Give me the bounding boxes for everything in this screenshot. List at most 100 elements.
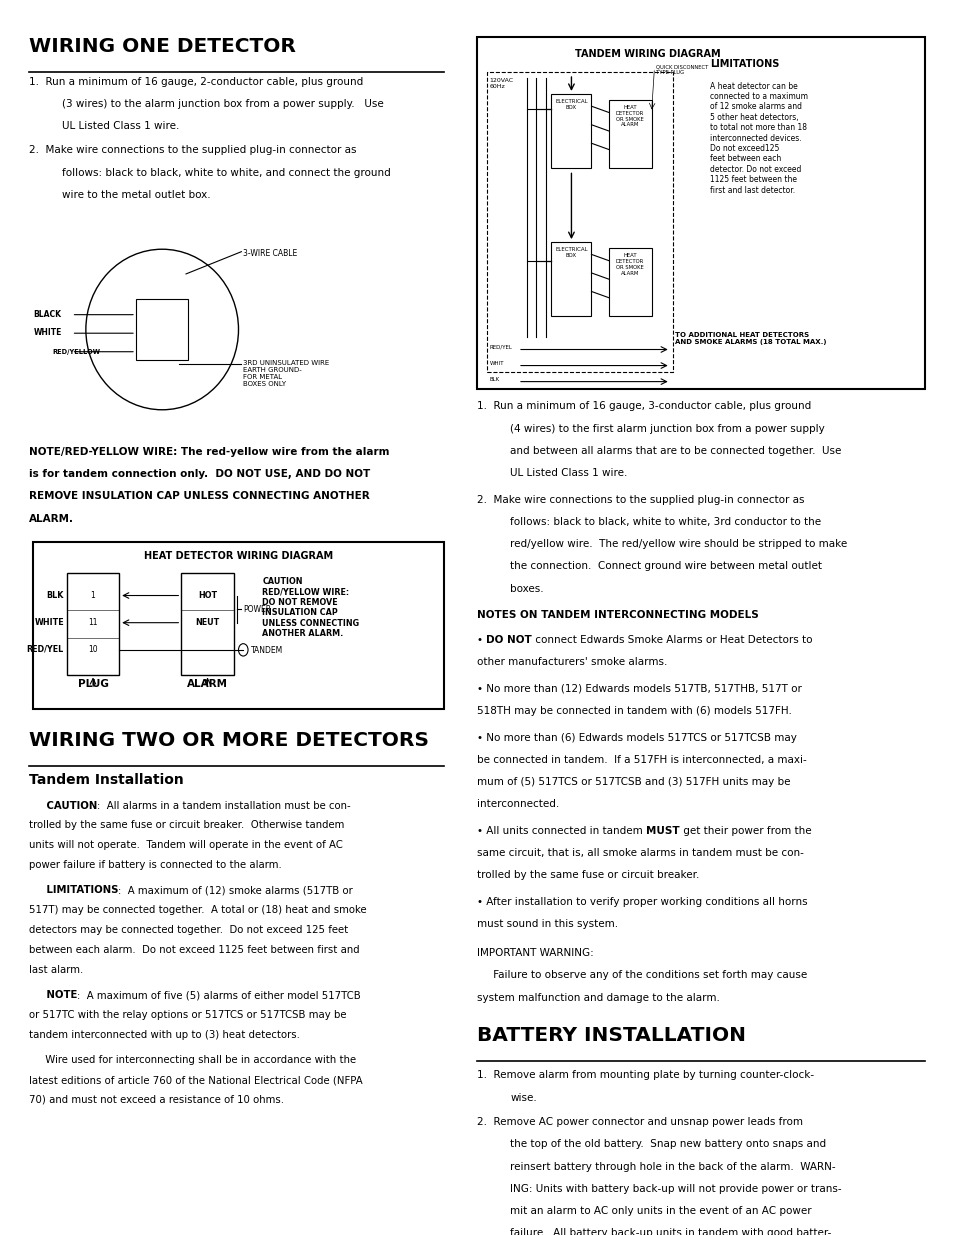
Text: BATTERY INSTALLATION: BATTERY INSTALLATION bbox=[476, 1026, 745, 1045]
Text: interconnected.: interconnected. bbox=[476, 799, 558, 809]
Text: be connected in tandem.  If a 517FH is interconnected, a maxi-: be connected in tandem. If a 517FH is in… bbox=[476, 755, 806, 764]
Text: NOTE: NOTE bbox=[29, 990, 77, 1000]
Text: UL Listed Class 1 wire.: UL Listed Class 1 wire. bbox=[62, 121, 179, 131]
Text: ALARM: ALARM bbox=[187, 679, 228, 689]
Text: REMOVE INSULATION CAP UNLESS CONNECTING ANOTHER: REMOVE INSULATION CAP UNLESS CONNECTING … bbox=[29, 492, 369, 501]
Text: HEAT
DETECTOR
OR SMOKE
ALARM: HEAT DETECTOR OR SMOKE ALARM bbox=[616, 253, 643, 275]
Text: 518TH may be connected in tandem with (6) models 517FH.: 518TH may be connected in tandem with (6… bbox=[476, 706, 791, 716]
Text: mit an alarm to AC only units in the event of an AC power: mit an alarm to AC only units in the eve… bbox=[510, 1207, 811, 1216]
Text: 1: 1 bbox=[91, 590, 95, 599]
Text: ELECTRICAL
BOX: ELECTRICAL BOX bbox=[555, 99, 587, 110]
Text: CAUTION
RED/YELLOW WIRE:
DO NOT REMOVE
INSULATION CAP
UNLESS CONNECTING
ANOTHER : CAUTION RED/YELLOW WIRE: DO NOT REMOVE I… bbox=[262, 577, 359, 638]
Text: LIMITATIONS: LIMITATIONS bbox=[29, 885, 118, 895]
Text: NEUT: NEUT bbox=[195, 618, 219, 626]
Text: units will not operate.  Tandem will operate in the event of AC: units will not operate. Tandem will oper… bbox=[29, 840, 342, 850]
Text: RED/YEL: RED/YEL bbox=[27, 645, 64, 653]
Text: other manufacturers' smoke alarms.: other manufacturers' smoke alarms. bbox=[476, 657, 667, 667]
Text: WHITE: WHITE bbox=[34, 618, 64, 626]
Text: TANDEM: TANDEM bbox=[251, 646, 283, 655]
Text: HOT: HOT bbox=[197, 590, 217, 599]
Text: system malfunction and damage to the alarm.: system malfunction and damage to the ala… bbox=[476, 993, 720, 1003]
Text: 2.  Make wire connections to the supplied plug-in connector as: 2. Make wire connections to the supplied… bbox=[29, 146, 355, 156]
Text: :  A maximum of five (5) alarms of either model 517TCB: : A maximum of five (5) alarms of either… bbox=[77, 990, 360, 1000]
Text: DO NOT: DO NOT bbox=[486, 635, 532, 645]
Text: ALARM.: ALARM. bbox=[29, 514, 73, 524]
Text: 2.  Remove AC power connector and unsnap power leads from: 2. Remove AC power connector and unsnap … bbox=[476, 1118, 802, 1128]
Text: TO ADDITIONAL HEAT DETECTORS
AND SMOKE ALARMS (18 TOTAL MAX.): TO ADDITIONAL HEAT DETECTORS AND SMOKE A… bbox=[675, 332, 826, 346]
Text: and between all alarms that are to be connected together.  Use: and between all alarms that are to be co… bbox=[510, 446, 841, 456]
Text: (3 wires) to the alarm junction box from a power supply.   Use: (3 wires) to the alarm junction box from… bbox=[62, 99, 383, 109]
Text: PLUG: PLUG bbox=[77, 679, 109, 689]
Text: POWER: POWER bbox=[243, 605, 271, 614]
Text: boxes.: boxes. bbox=[510, 584, 543, 594]
Text: HEAT DETECTOR WIRING DIAGRAM: HEAT DETECTOR WIRING DIAGRAM bbox=[144, 551, 333, 561]
Text: is for tandem connection only.  DO NOT USE, AND DO NOT: is for tandem connection only. DO NOT US… bbox=[29, 469, 370, 479]
Text: latest editions of article 760 of the National Electrical Code (NFPA: latest editions of article 760 of the Na… bbox=[29, 1076, 362, 1086]
Text: 70) and must not exceed a resistance of 10 ohms.: 70) and must not exceed a resistance of … bbox=[29, 1095, 283, 1105]
Text: :  A maximum of (12) smoke alarms (517TB or: : A maximum of (12) smoke alarms (517TB … bbox=[118, 885, 353, 895]
Text: QUICK DISCONNECT
TYPE PLUG: QUICK DISCONNECT TYPE PLUG bbox=[656, 64, 708, 75]
Text: 11: 11 bbox=[89, 618, 97, 626]
Text: red/yellow wire.  The red/yellow wire should be stripped to make: red/yellow wire. The red/yellow wire sho… bbox=[510, 540, 847, 550]
Text: wise.: wise. bbox=[510, 1093, 537, 1103]
Text: ELECTRICAL
BOX: ELECTRICAL BOX bbox=[555, 247, 587, 258]
Text: A heat detector can be
connected to a maximum
of 12 smoke alarms and
5 other hea: A heat detector can be connected to a ma… bbox=[709, 82, 807, 194]
Text: follows: black to black, white to white, and connect the ground: follows: black to black, white to white,… bbox=[62, 168, 391, 178]
Text: wire to the metal outlet box.: wire to the metal outlet box. bbox=[62, 190, 211, 200]
Text: the connection.  Connect ground wire between metal outlet: the connection. Connect ground wire betw… bbox=[510, 562, 821, 572]
Text: (4 wires) to the first alarm junction box from a power supply: (4 wires) to the first alarm junction bo… bbox=[510, 424, 824, 433]
Text: CAUTION: CAUTION bbox=[29, 800, 97, 810]
Text: IMPORTANT WARNING:: IMPORTANT WARNING: bbox=[476, 948, 593, 958]
Text: between each alarm.  Do not exceed 1125 feet between first and: between each alarm. Do not exceed 1125 f… bbox=[29, 945, 359, 955]
Text: mum of (5) 517TCS or 517TCSB and (3) 517FH units may be: mum of (5) 517TCS or 517TCSB and (3) 517… bbox=[476, 777, 790, 787]
Text: ING: Units with battery back-up will not provide power or trans-: ING: Units with battery back-up will not… bbox=[510, 1184, 841, 1194]
Text: NOTE/RED-YELLOW WIRE: The red-yellow wire from the alarm: NOTE/RED-YELLOW WIRE: The red-yellow wir… bbox=[29, 447, 389, 457]
Text: RED/YEL: RED/YEL bbox=[489, 345, 512, 350]
Text: Tandem Installation: Tandem Installation bbox=[29, 773, 183, 788]
Text: or 517TC with the relay options or 517TCS or 517TCSB may be: or 517TC with the relay options or 517TC… bbox=[29, 1010, 346, 1020]
Text: NOTES ON TANDEM INTERCONNECTING MODELS: NOTES ON TANDEM INTERCONNECTING MODELS bbox=[476, 610, 758, 620]
Text: • After installation to verify proper working conditions all horns: • After installation to verify proper wo… bbox=[476, 897, 807, 906]
Text: failure.  All battery back-up units in tandem with good batter-: failure. All battery back-up units in ta… bbox=[510, 1229, 831, 1235]
Text: Failure to observe any of the conditions set forth may cause: Failure to observe any of the conditions… bbox=[476, 971, 806, 981]
Text: 1.  Run a minimum of 16 gauge, 3-conductor cable, plus ground: 1. Run a minimum of 16 gauge, 3-conducto… bbox=[476, 401, 810, 411]
Text: 10: 10 bbox=[88, 645, 98, 653]
Text: connect Edwards Smoke Alarms or Heat Detectors to: connect Edwards Smoke Alarms or Heat Det… bbox=[532, 635, 812, 645]
Text: get their power from the: get their power from the bbox=[679, 826, 810, 836]
Text: UL Listed Class 1 wire.: UL Listed Class 1 wire. bbox=[510, 468, 627, 478]
Text: 120VAC
60Hz: 120VAC 60Hz bbox=[489, 78, 513, 89]
Text: •: • bbox=[476, 635, 486, 645]
Text: MUST: MUST bbox=[645, 826, 679, 836]
Text: must sound in this system.: must sound in this system. bbox=[476, 919, 618, 929]
Text: HEAT
DETECTOR
OR SMOKE
ALARM: HEAT DETECTOR OR SMOKE ALARM bbox=[616, 105, 643, 127]
Text: reinsert battery through hole in the back of the alarm.  WARN-: reinsert battery through hole in the bac… bbox=[510, 1162, 835, 1172]
Text: power failure if battery is connected to the alarm.: power failure if battery is connected to… bbox=[29, 860, 281, 869]
Text: BLK: BLK bbox=[47, 590, 64, 599]
Text: • No more than (12) Edwards models 517TB, 517THB, 517T or: • No more than (12) Edwards models 517TB… bbox=[476, 684, 801, 694]
Text: LIMITATIONS: LIMITATIONS bbox=[709, 59, 779, 69]
Text: WHITE: WHITE bbox=[33, 329, 62, 337]
Text: 1.  Run a minimum of 16 gauge, 2-conductor cable, plus ground: 1. Run a minimum of 16 gauge, 2-conducto… bbox=[29, 77, 362, 86]
Text: 1.  Remove alarm from mounting plate by turning counter-clock-: 1. Remove alarm from mounting plate by t… bbox=[476, 1071, 813, 1081]
Text: tandem interconnected with up to (3) heat detectors.: tandem interconnected with up to (3) hea… bbox=[29, 1030, 299, 1040]
Text: Wire used for interconnecting shall be in accordance with the: Wire used for interconnecting shall be i… bbox=[29, 1056, 355, 1066]
Text: BLK: BLK bbox=[489, 377, 499, 382]
Text: 517T) may be connected together.  A total or (18) heat and smoke: 517T) may be connected together. A total… bbox=[29, 905, 366, 915]
Text: • No more than (6) Edwards models 517TCS or 517TCSB may: • No more than (6) Edwards models 517TCS… bbox=[476, 732, 796, 742]
Text: trolled by the same fuse or circuit breaker.: trolled by the same fuse or circuit brea… bbox=[476, 871, 699, 881]
Text: 3RD UNINSULATED WIRE
EARTH GROUND-
FOR METAL
BOXES ONLY: 3RD UNINSULATED WIRE EARTH GROUND- FOR M… bbox=[243, 361, 329, 388]
Text: WIRING ONE DETECTOR: WIRING ONE DETECTOR bbox=[29, 37, 295, 56]
Text: :  All alarms in a tandem installation must be con-: : All alarms in a tandem installation mu… bbox=[97, 800, 350, 810]
Text: follows: black to black, white to white, 3rd conductor to the: follows: black to black, white to white,… bbox=[510, 517, 821, 527]
Text: TANDEM WIRING DIAGRAM: TANDEM WIRING DIAGRAM bbox=[574, 49, 720, 59]
Text: last alarm.: last alarm. bbox=[29, 965, 83, 974]
Text: • All units connected in tandem: • All units connected in tandem bbox=[476, 826, 645, 836]
Text: 3-WIRE CABLE: 3-WIRE CABLE bbox=[243, 249, 297, 258]
Text: detectors may be connected together.  Do not exceed 125 feet: detectors may be connected together. Do … bbox=[29, 925, 348, 935]
Text: WIRING TWO OR MORE DETECTORS: WIRING TWO OR MORE DETECTORS bbox=[29, 731, 428, 751]
Text: 2.  Make wire connections to the supplied plug-in connector as: 2. Make wire connections to the supplied… bbox=[476, 495, 803, 505]
Text: the top of the old battery.  Snap new battery onto snaps and: the top of the old battery. Snap new bat… bbox=[510, 1140, 825, 1150]
Text: WHIT: WHIT bbox=[489, 361, 503, 366]
Text: same circuit, that is, all smoke alarms in tandem must be con-: same circuit, that is, all smoke alarms … bbox=[476, 848, 803, 858]
Text: BLACK: BLACK bbox=[33, 310, 61, 319]
